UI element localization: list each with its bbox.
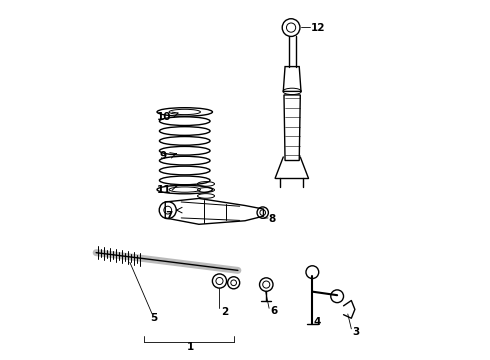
- Text: 7: 7: [166, 211, 173, 221]
- Text: 2: 2: [221, 307, 228, 317]
- Text: 5: 5: [150, 312, 157, 323]
- Text: 10: 10: [157, 112, 171, 122]
- Text: 3: 3: [352, 327, 360, 337]
- Text: 4: 4: [313, 317, 320, 327]
- Text: 12: 12: [311, 23, 325, 33]
- Text: 11: 11: [156, 185, 171, 195]
- Text: 8: 8: [269, 213, 276, 224]
- Text: 6: 6: [270, 306, 278, 316]
- Text: 9: 9: [159, 151, 166, 161]
- Text: 1: 1: [187, 342, 194, 352]
